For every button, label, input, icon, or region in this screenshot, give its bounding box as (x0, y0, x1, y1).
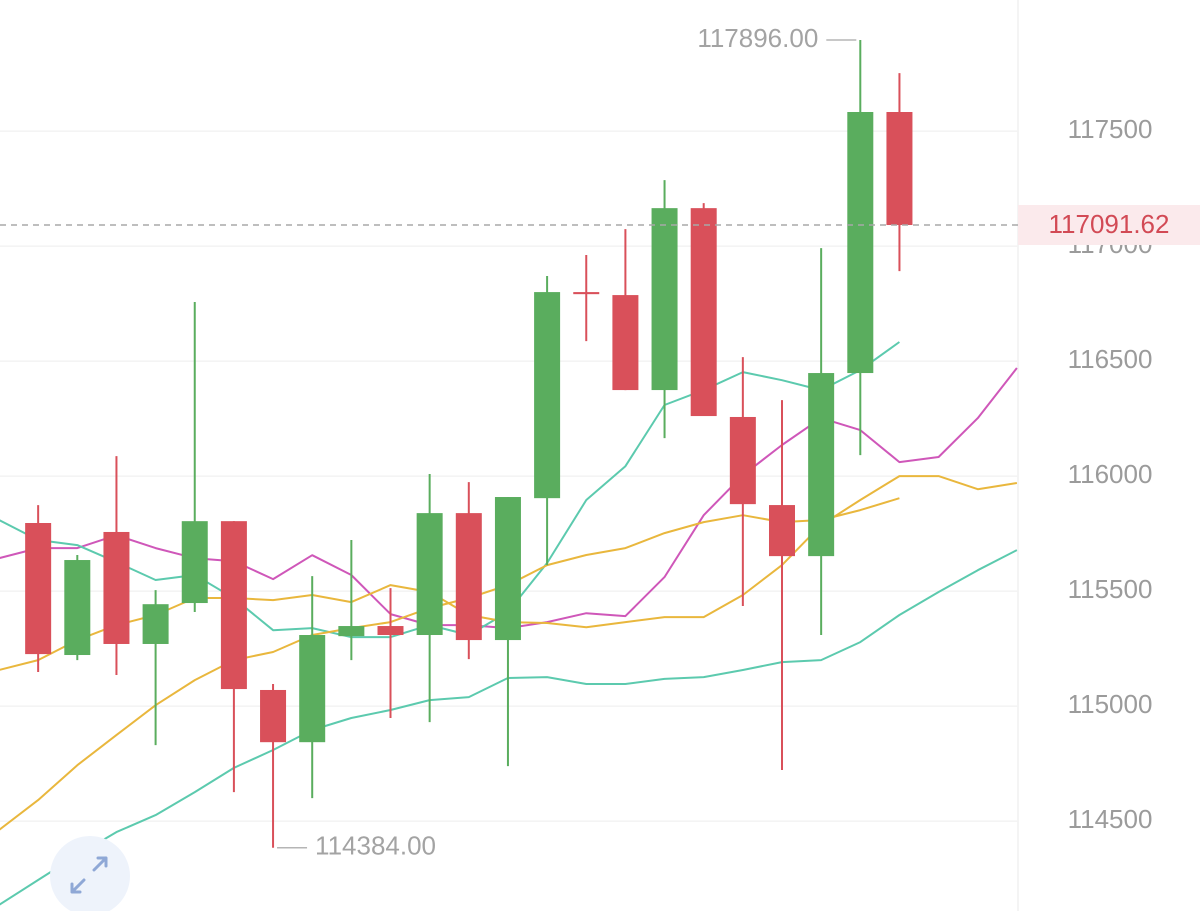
ma-line (0, 497, 900, 831)
candle-body (847, 112, 874, 374)
candle-body (651, 208, 678, 391)
candle-body (377, 626, 404, 636)
overlay: 117091.62 117896.00 114384.00 (0, 23, 1200, 861)
candle-body (808, 373, 835, 557)
candle-body (769, 505, 795, 557)
candle-body (416, 513, 443, 636)
candle-body (338, 626, 365, 637)
expand-icon[interactable] (70, 856, 108, 894)
candles (25, 40, 913, 848)
expand-button-bg[interactable] (50, 836, 130, 911)
last-price-label: 117091.62 (1049, 209, 1170, 239)
candle-body (260, 689, 287, 743)
candle-body (181, 521, 208, 604)
y-tick-label: 116000 (1068, 459, 1153, 489)
candle-body (64, 560, 91, 656)
last-price-box (1018, 205, 1200, 246)
candle-body (729, 416, 756, 505)
candle-body (690, 208, 717, 417)
y-tick-label: 115500 (1068, 574, 1153, 604)
candle-body (455, 513, 482, 641)
y-tick-label: 116500 (1068, 344, 1153, 374)
candle-body (494, 497, 521, 641)
candle-body (612, 295, 639, 391)
y-tick-label: 115000 (1068, 689, 1153, 719)
candle-body (886, 112, 913, 226)
y-tick-label: 114500 (1068, 804, 1153, 834)
low-label: 114384.00 (315, 831, 436, 861)
candle-body (573, 292, 600, 295)
expand-button[interactable] (50, 836, 130, 911)
candle-body (220, 521, 247, 690)
y-tick-label: 117500 (1068, 114, 1153, 144)
high-label: 117896.00 (697, 23, 818, 53)
candle-body (534, 292, 561, 499)
candle-body (299, 635, 326, 743)
candle-body (142, 604, 169, 644)
candle-body (25, 523, 52, 655)
ma-line (0, 341, 900, 639)
candle-body (103, 531, 130, 644)
